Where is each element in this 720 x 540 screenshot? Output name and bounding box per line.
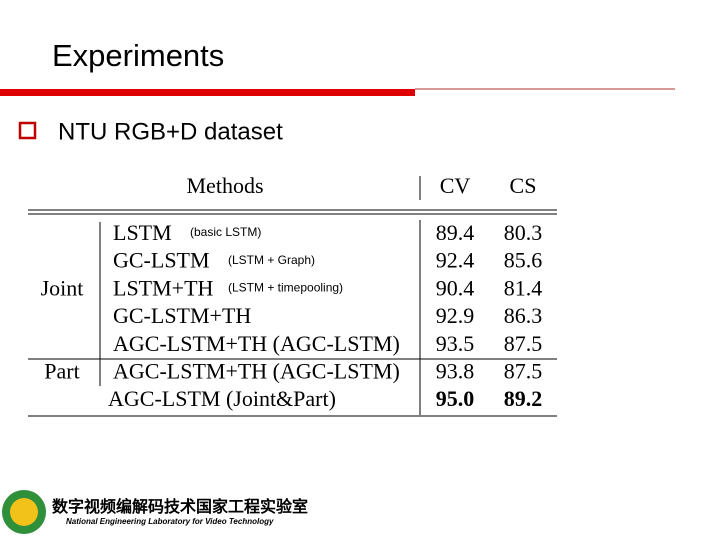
method: AGC-LSTM+TH (AGC-LSTM) bbox=[113, 359, 400, 384]
cv-value: 95.0 bbox=[436, 386, 475, 411]
cv-value: 90.4 bbox=[436, 275, 475, 300]
bullet-text: NTU RGB+D dataset bbox=[58, 118, 283, 145]
method: AGC-LSTM+TH (AGC-LSTM) bbox=[113, 331, 400, 356]
method-note: (LSTM + Graph) bbox=[228, 253, 315, 267]
slide-title: Experiments bbox=[52, 38, 224, 73]
column-header: Methods bbox=[187, 173, 264, 198]
method: AGC-LSTM (Joint&Part) bbox=[108, 386, 336, 411]
cv-value: 89.4 bbox=[436, 220, 475, 245]
bullet-icon bbox=[18, 121, 37, 140]
table: Methods CV CS LSTM (basic LSTM) 89.4 80.3 GC-LS… bbox=[28, 173, 557, 417]
title-bar bbox=[0, 89, 415, 96]
lab-name-en: National Engineering Laboratory for Vide… bbox=[66, 517, 274, 526]
column-header: CS bbox=[510, 173, 537, 198]
cs-value: 87.5 bbox=[504, 359, 543, 384]
cs-value: 87.5 bbox=[504, 331, 543, 356]
method-note: (LSTM + timepooling) bbox=[228, 281, 343, 295]
cv-value: 93.5 bbox=[436, 331, 475, 356]
group-label: Part bbox=[44, 359, 79, 384]
cs-value: 80.3 bbox=[504, 220, 543, 245]
cs-value: 89.2 bbox=[504, 386, 543, 411]
method: GC-LSTM+TH bbox=[113, 303, 251, 328]
cv-value: 92.9 bbox=[436, 303, 475, 328]
method: LSTM+TH bbox=[113, 275, 214, 300]
column-header: CV bbox=[440, 173, 471, 198]
cv-value: 92.4 bbox=[436, 248, 475, 273]
method-note: (basic LSTM) bbox=[190, 225, 261, 239]
cs-value: 85.6 bbox=[504, 248, 543, 273]
lab-name-cn: 数字视频编解码技术国家工程实验室 bbox=[52, 497, 308, 516]
method: LSTM bbox=[113, 220, 172, 245]
cs-value: 86.3 bbox=[504, 303, 543, 328]
group-label: Joint bbox=[41, 275, 84, 300]
cs-value: 81.4 bbox=[504, 275, 543, 300]
logo bbox=[2, 490, 46, 534]
logo-inner bbox=[10, 498, 38, 526]
method: GC-LSTM bbox=[113, 248, 210, 273]
cv-value: 93.8 bbox=[436, 359, 475, 384]
